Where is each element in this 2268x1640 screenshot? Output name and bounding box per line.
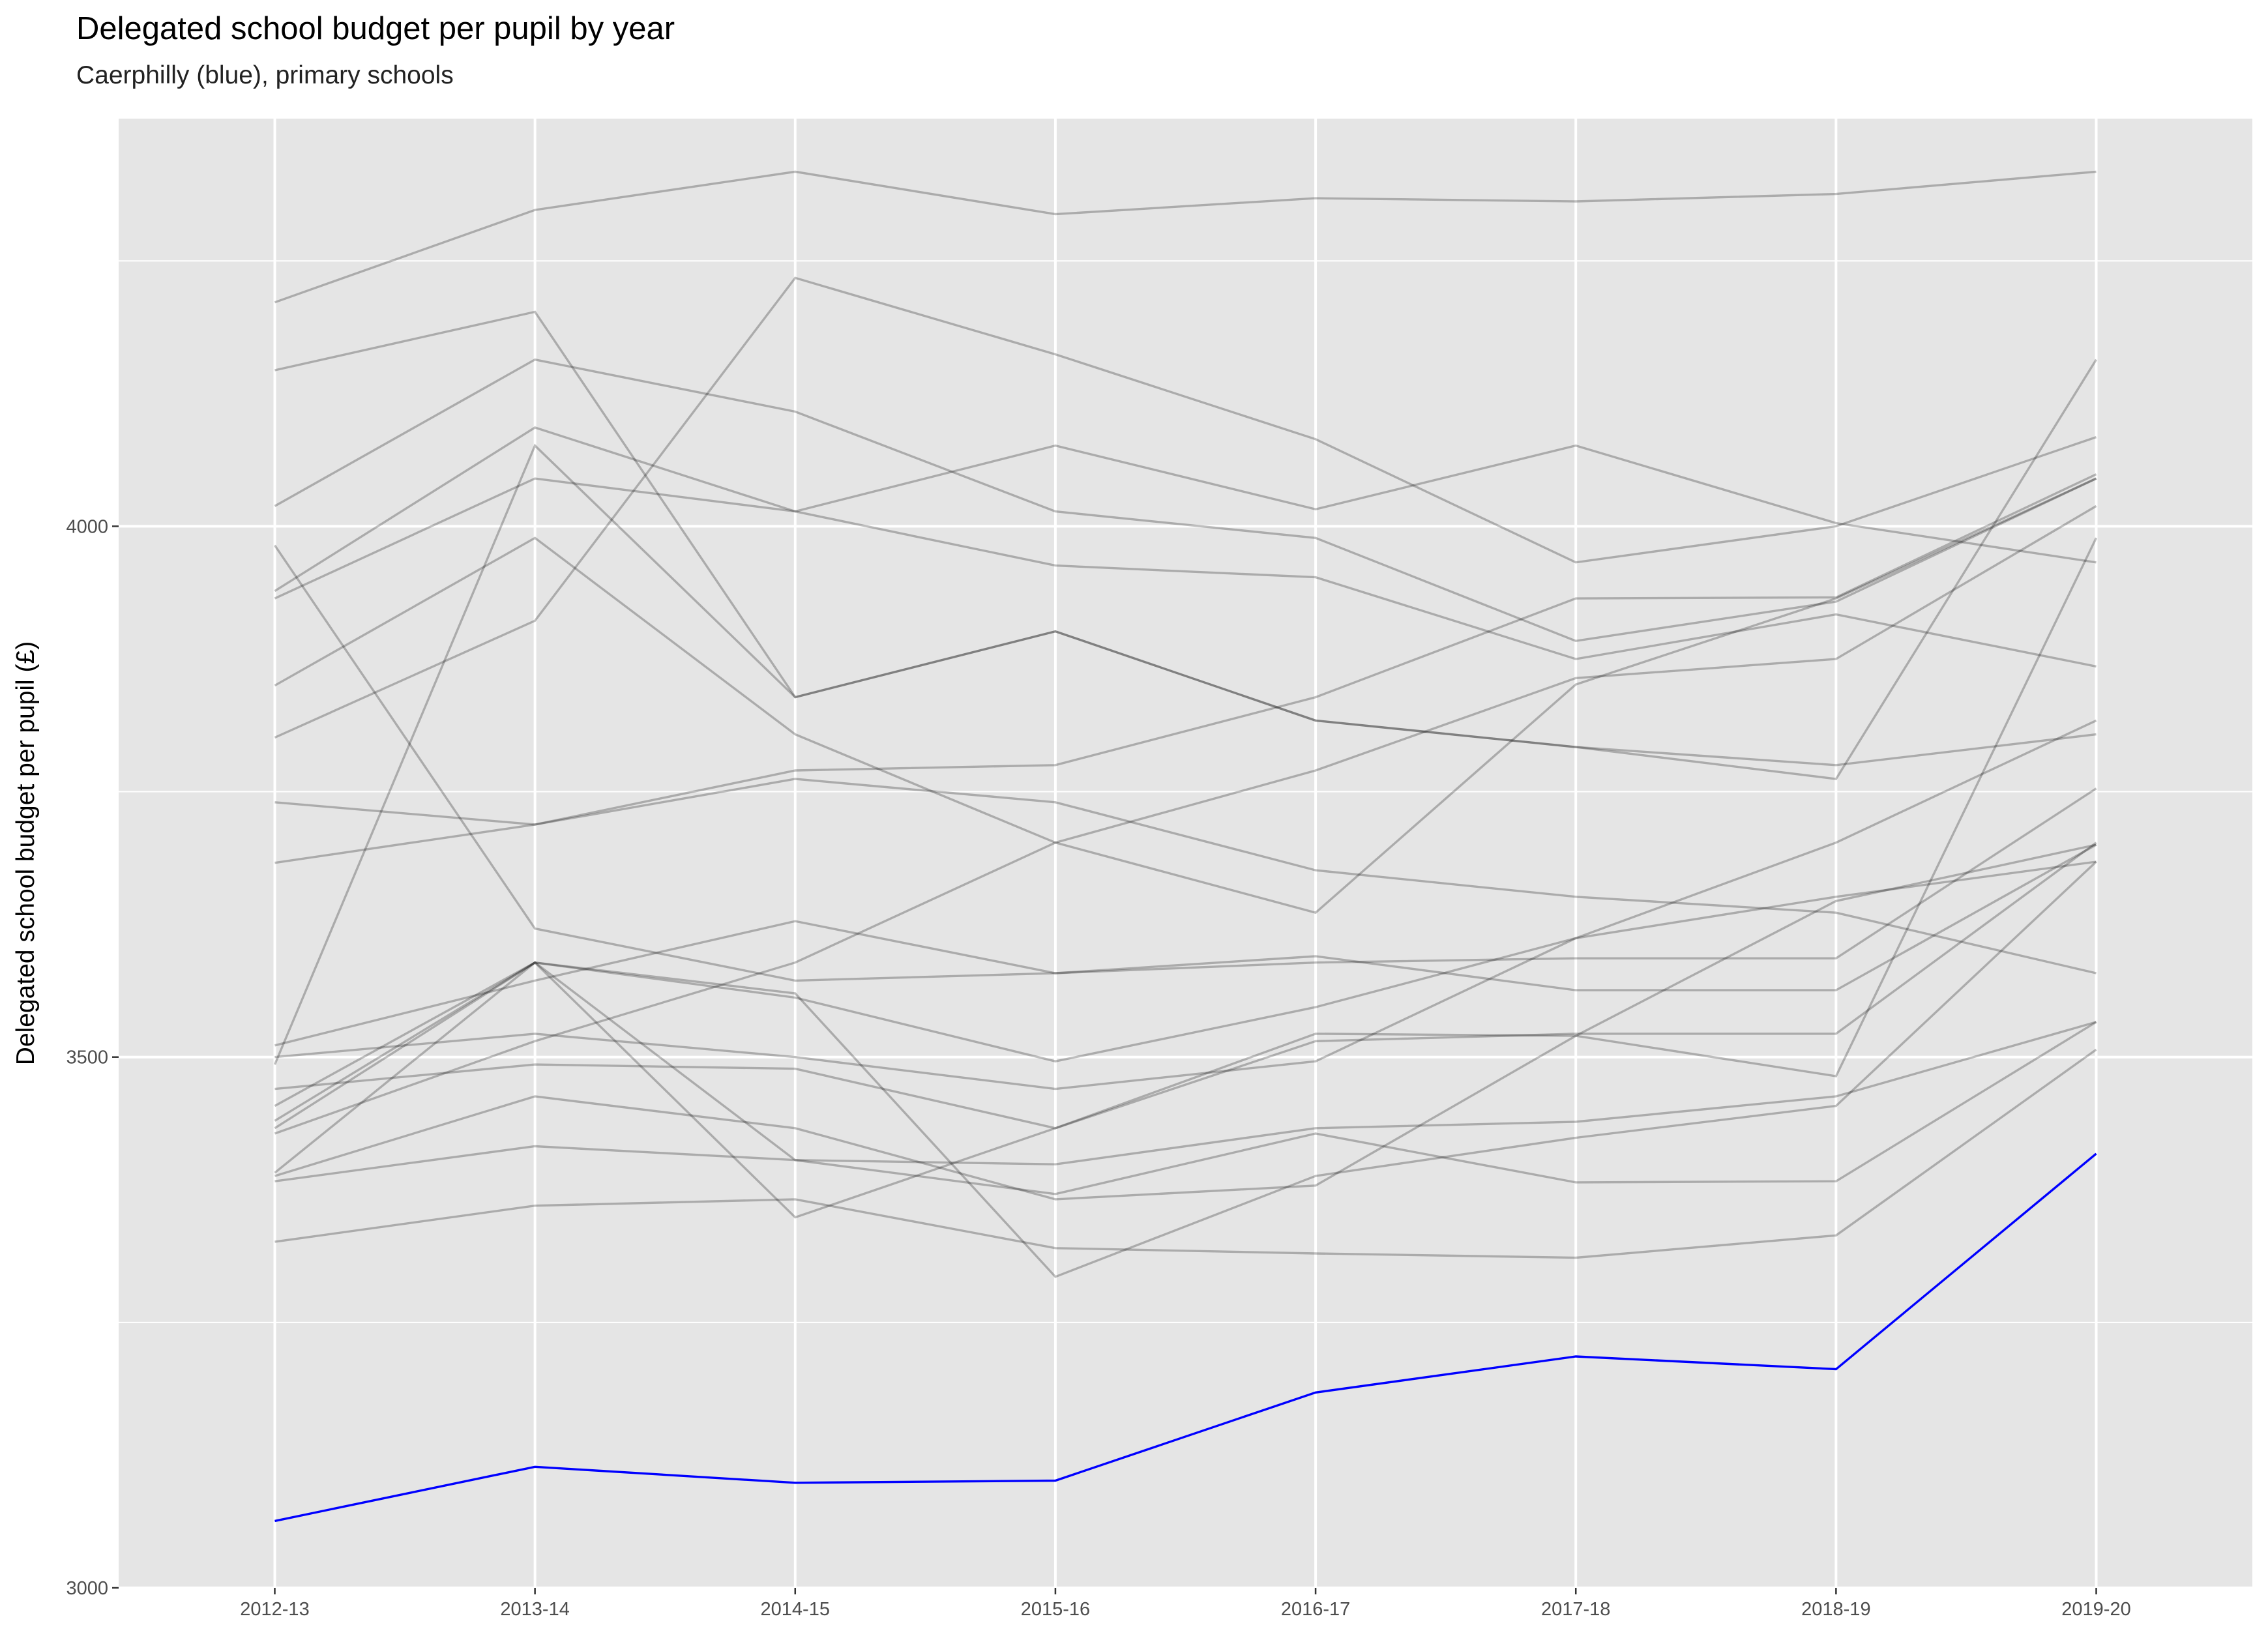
school-line bbox=[274, 1021, 2097, 1182]
y-tick-label: 4000 bbox=[66, 516, 108, 537]
school-line bbox=[274, 358, 2097, 643]
x-tick-label: 2016-17 bbox=[1281, 1599, 1350, 1620]
school-line bbox=[274, 961, 2097, 1195]
x-axis: 2012-13 2013-14 2014-15 2015-16 2016-17 2017-… bbox=[240, 1588, 2131, 1620]
school-line bbox=[274, 778, 2097, 974]
school-line bbox=[274, 310, 2097, 767]
gridlines bbox=[119, 119, 2252, 1589]
school-line bbox=[274, 842, 2097, 1130]
chart-subtitle: Caerphilly (blue), primary schools bbox=[76, 61, 454, 89]
school-line bbox=[274, 537, 2098, 1219]
school-line bbox=[273, 359, 2097, 1065]
y-tick-label: 3500 bbox=[66, 1047, 108, 1068]
school-line bbox=[274, 787, 2097, 1047]
school-line bbox=[274, 473, 2097, 826]
school-line bbox=[274, 170, 2097, 304]
school-line bbox=[274, 505, 2097, 1135]
school-line bbox=[274, 860, 2097, 1107]
school-line bbox=[274, 1048, 2097, 1259]
school-line bbox=[274, 477, 2097, 668]
x-tick-label: 2019-20 bbox=[2061, 1599, 2130, 1620]
school-line bbox=[274, 843, 2097, 1201]
school-line bbox=[274, 276, 2097, 739]
plot-panel bbox=[119, 119, 2252, 1588]
x-tick-label: 2015-16 bbox=[1021, 1599, 1090, 1620]
caerphilly-line bbox=[274, 1152, 2097, 1523]
series-lines bbox=[273, 170, 2098, 1523]
school-line bbox=[274, 719, 2097, 1091]
x-tick-label: 2018-19 bbox=[1801, 1599, 1870, 1620]
y-axis: 3000 3500 4000 bbox=[66, 516, 119, 1599]
x-tick-label: 2014-15 bbox=[761, 1599, 830, 1620]
y-axis-label: Delegated school budget per pupil (£) bbox=[12, 641, 40, 1065]
school-line bbox=[274, 544, 2097, 991]
school-line bbox=[274, 477, 2097, 915]
y-tick-label: 3000 bbox=[66, 1578, 108, 1599]
x-tick-label: 2013-14 bbox=[500, 1599, 569, 1620]
x-tick-label: 2017-18 bbox=[1541, 1599, 1610, 1620]
x-tick-label: 2012-13 bbox=[240, 1599, 309, 1620]
school-line bbox=[274, 426, 2097, 593]
chart-title: Delegated school budget per pupil by yea… bbox=[76, 11, 675, 46]
school-line bbox=[274, 860, 2097, 1278]
